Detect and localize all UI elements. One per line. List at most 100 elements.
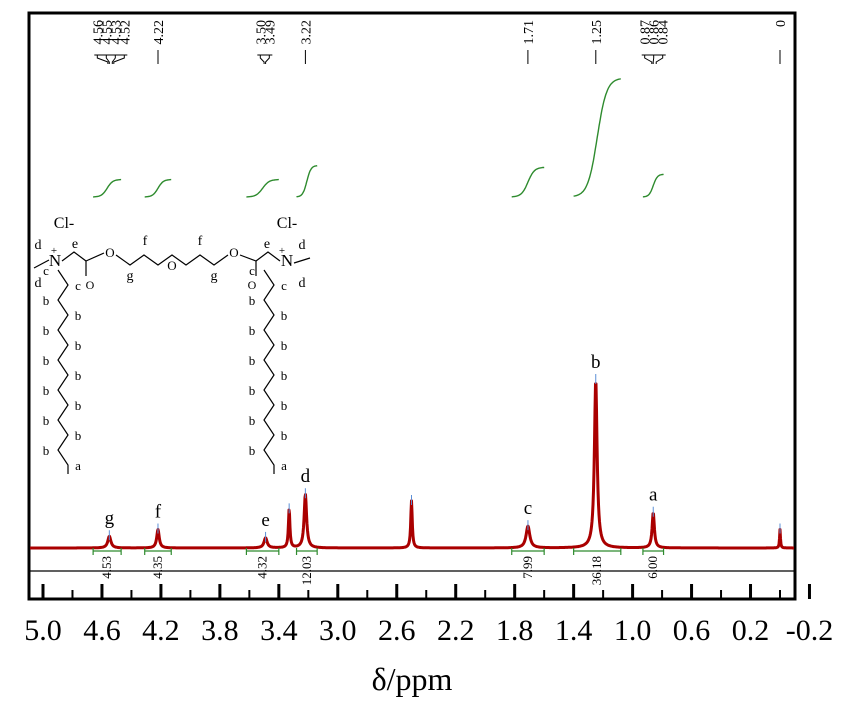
peak-shift-value: 3.50 [254,20,269,45]
label-b: b [249,353,256,368]
peak-shift-value: 0 [774,20,789,27]
integral-value: 7.99 [520,556,535,579]
left-alkyl-chain [57,269,69,474]
peak-leader-line [105,55,110,64]
charge-right: + [279,245,285,257]
peak-list-entry: 4.56 [91,20,109,64]
peak-leader-line [111,55,116,64]
label-e: e [264,237,270,252]
label-f: f [143,234,148,249]
peak-assignment-a: a [649,485,658,506]
integral-curve [296,165,318,198]
x-tick-label: 1.0 [614,614,652,647]
peak-list-entry: 4.52 [113,20,133,64]
label-b: b [249,323,256,338]
label-b: b [43,293,50,308]
carbonyl-oxygen: O [248,278,257,292]
integral-curve [642,173,664,198]
x-tick-label: 4.6 [83,614,121,647]
integral-value: 4.53 [99,556,114,579]
peak-shift-value: 4.53 [109,20,124,45]
label-b: b [43,353,50,368]
peak-list-entry: 1.25 [590,20,605,64]
peak-shift-value: 4.55 [100,20,115,45]
counterion-left: Cl- [54,215,74,232]
label-b: b [43,443,50,458]
label-c: c [75,278,81,293]
n-ch2-bond [255,251,281,262]
label-b: b [249,443,256,458]
label-a: a [75,458,81,473]
label-c: c [43,263,49,278]
label-d: d [35,276,42,291]
peak-shift-value: 1.71 [522,20,537,45]
x-tick-label: 3.0 [319,614,357,647]
spectrum-trace [29,382,795,550]
label-b: b [281,308,288,323]
ester-oxygen: O [229,245,238,260]
integral-curve [144,178,172,198]
peak-list-entry: 0.84 [655,20,672,64]
x-tick-label: 3.4 [260,614,298,647]
nitrogen-right: N [281,251,293,270]
x-tick-label: 4.2 [142,614,180,647]
peak-list-entry: 3.49 [263,20,278,64]
peak-assignment-c: c [524,498,532,519]
peak-leader-line [265,55,270,64]
x-tick-label: 3.8 [201,614,239,647]
x-axis: 5.0 4.6 4.2 3.8 3.4 3.0 2.6 2.2 1.8 1.4 1.0 0.6 0.2-… [24,570,833,647]
x-tick-label: 0.2 [732,614,770,647]
ether-oxygen: O [167,258,176,273]
peak-list-entry: 4.53 [109,20,124,64]
label-b: b [75,338,82,353]
charge-left: + [51,245,57,257]
label-d: d [35,238,42,253]
peak-leader-line [652,55,655,64]
label-b: b [281,398,288,413]
counterion-right: Cl- [277,215,297,232]
x-tick-label: 5.0 [24,614,62,647]
label-c: c [281,278,287,293]
right-alkyl-chain [263,269,275,474]
peak-list-entry: 4.22 [152,20,167,64]
label-b: b [43,413,50,428]
peak-assignment-g: g [105,508,115,529]
peak-shift-value: 4.22 [152,20,167,45]
n-methyl-bond [33,259,50,269]
integral-curves [93,78,664,198]
peak-leader-line [113,55,125,64]
peak-shift-value: 4.52 [118,20,133,45]
peak-list-entry: 3.50 [254,20,269,64]
label-b: b [281,428,288,443]
label-d: d [299,276,306,291]
peak-list-entry: 0 [774,20,789,64]
label-g: g [211,269,218,284]
integral-value: 4.32 [255,556,270,579]
peak-list-entry: 0.87 [639,20,654,64]
n-methyl-bond [293,257,311,264]
label-g: g [127,269,134,284]
integral-value: 4.35 [150,556,165,579]
peak-assignment-b: b [591,352,601,373]
label-f: f [198,234,203,249]
x-tick-label: 1.4 [555,614,593,647]
peak-assignment-f: f [155,502,162,523]
ester-oxygen: O [105,245,114,260]
peak-shift-value: 0.84 [657,20,672,45]
peak-leader-line [644,55,653,64]
n-ch2-bond [61,251,87,262]
integral-value: 6.00 [645,556,660,579]
peak-leader-line [655,55,664,64]
peak-list: 4.564.554.534.52 4.22 3.503.49 3.22 1.71 1.25… [91,20,789,64]
integral-curve [246,178,279,198]
linker-chain [115,254,229,266]
carbonyl-oxygen: O [86,278,95,292]
peak-shift-value: 1.25 [590,20,605,45]
x-axis-label: δ/ppm [372,661,453,697]
peak-leader-line [96,55,109,64]
label-c: c [249,263,255,278]
peak-shift-value: 4.56 [91,20,106,45]
peak-list-entry: 0.86 [648,20,663,64]
ester-bond [85,252,105,262]
